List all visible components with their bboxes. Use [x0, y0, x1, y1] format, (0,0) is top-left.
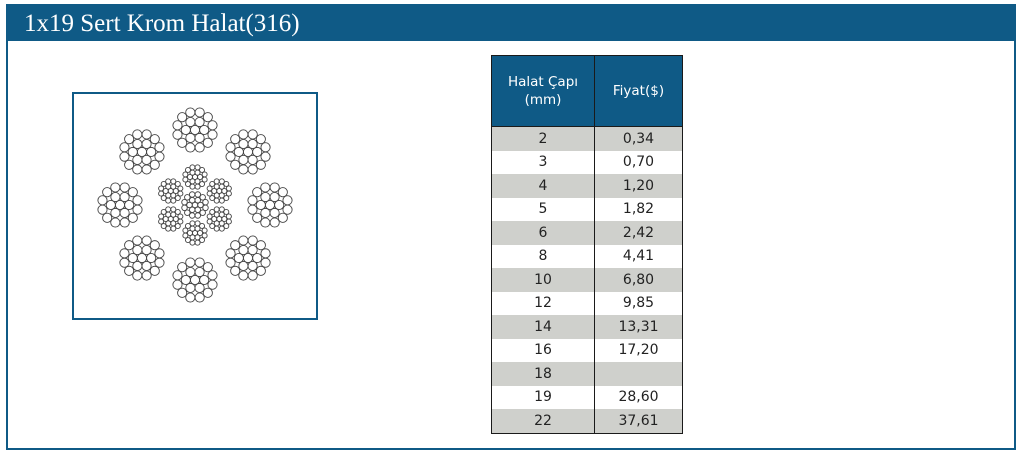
- diameter-cell: 3: [491, 150, 595, 174]
- table-row: 19 28,60: [491, 385, 683, 409]
- price-cell: 0,70: [594, 150, 683, 174]
- table-row: 5 1,82: [491, 197, 683, 221]
- price-cell: 17,20: [594, 338, 683, 362]
- price-cell: 1,20: [594, 174, 683, 198]
- diameter-cell: 2: [491, 126, 595, 151]
- diameter-cell: 10: [491, 268, 595, 292]
- diameter-column-header: Halat Çapı (mm): [491, 55, 595, 127]
- diameter-header-label: Halat Çapı: [507, 74, 579, 90]
- page-title: 1x19 Sert Krom Halat(316): [8, 6, 1014, 41]
- rope-diagram-box: [72, 92, 318, 320]
- diameter-cell: 8: [491, 244, 595, 268]
- table-row: 4 1,20: [491, 174, 683, 198]
- table-row: 16 17,20: [491, 338, 683, 362]
- table-row: 3 0,70: [491, 150, 683, 174]
- table-row: 14 13,31: [491, 315, 683, 339]
- table-header-row: Halat Çapı (mm) Fiyat($): [491, 55, 683, 127]
- diameter-cell: 16: [491, 338, 595, 362]
- price-cell: [594, 362, 683, 386]
- wire-rope-cross-section-icon: [97, 107, 293, 303]
- diameter-cell: 6: [491, 221, 595, 245]
- price-cell: 6,80: [594, 268, 683, 292]
- table-row: 18: [491, 362, 683, 386]
- table-row: 22 37,61: [491, 409, 683, 434]
- table-row: 8 4,41: [491, 244, 683, 268]
- diameter-cell: 22: [491, 409, 595, 434]
- diameter-cell: 12: [491, 291, 595, 315]
- price-table: Halat Çapı (mm) Fiyat($) 2 0,34 3 0,70 4 1,20…: [491, 55, 683, 434]
- table-row: 2 0,34: [491, 126, 683, 151]
- diameter-cell: 19: [491, 385, 595, 409]
- table-row: 6 2,42: [491, 221, 683, 245]
- price-cell: 28,60: [594, 385, 683, 409]
- diameter-cell: 18: [491, 362, 595, 386]
- price-cell: 0,34: [594, 126, 683, 151]
- price-cell: 1,82: [594, 197, 683, 221]
- diameter-cell: 4: [491, 174, 595, 198]
- price-cell: 37,61: [594, 409, 683, 434]
- price-column-header: Fiyat($): [594, 55, 683, 127]
- diameter-cell: 14: [491, 315, 595, 339]
- price-cell: 4,41: [594, 244, 683, 268]
- price-cell: 13,31: [594, 315, 683, 339]
- table-row: 12 9,85: [491, 291, 683, 315]
- diameter-header-unit: (mm): [524, 92, 562, 108]
- price-cell: 2,42: [594, 221, 683, 245]
- table-row: 10 6,80: [491, 268, 683, 292]
- diameter-cell: 5: [491, 197, 595, 221]
- price-cell: 9,85: [594, 291, 683, 315]
